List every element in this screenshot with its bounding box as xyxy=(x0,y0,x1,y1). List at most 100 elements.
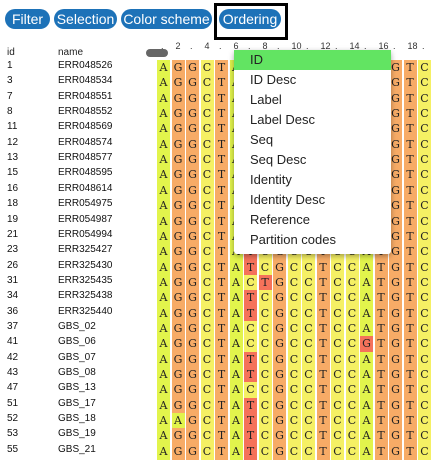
row-name[interactable]: GBS_17 xyxy=(58,397,96,409)
sequence-cell: T xyxy=(215,290,228,307)
sequence-cell: G xyxy=(171,305,185,322)
sequence-cell: C xyxy=(418,228,431,245)
sequence-cell: T xyxy=(374,397,388,414)
sequence-cell: C xyxy=(418,320,431,337)
sequence-cell: A xyxy=(360,367,373,383)
row-name[interactable]: ERR054994 xyxy=(58,228,113,240)
sequence-cell: G xyxy=(389,213,402,230)
row-name[interactable]: GBS_19 xyxy=(58,428,96,440)
sequence-cell: C xyxy=(418,305,431,322)
row-name[interactable]: GBS_08 xyxy=(58,367,96,378)
row-name[interactable]: ERR048534 xyxy=(58,75,113,87)
sequence-cell: G xyxy=(171,152,185,169)
sequence-cell: G xyxy=(389,121,402,138)
sequence-cell: A xyxy=(157,274,170,291)
ordering-option[interactable]: ID xyxy=(234,50,391,70)
sequence-cell: A xyxy=(229,443,243,460)
selection-button[interactable]: Selection xyxy=(54,9,117,29)
sequence-cell: G xyxy=(273,290,286,307)
row-name[interactable]: GBS_21 xyxy=(58,443,96,455)
ruler-tick: . xyxy=(161,41,164,51)
sequence-cell: C xyxy=(302,443,315,460)
row-name[interactable]: ERR054975 xyxy=(58,198,113,210)
sequence-cell: G xyxy=(171,167,185,184)
sequence-cell: T xyxy=(215,336,228,353)
ordering-option[interactable]: ID Desc xyxy=(250,72,297,87)
sequence-cell: T xyxy=(403,397,417,414)
row-name[interactable]: ERR048614 xyxy=(58,182,113,194)
sequence-cell: T xyxy=(244,290,257,307)
ordering-option[interactable]: Identity Desc xyxy=(250,192,326,207)
row-name[interactable]: ERR325427 xyxy=(58,244,113,256)
row-name[interactable]: GBS_06 xyxy=(58,336,96,348)
row-name[interactable]: GBS_02 xyxy=(58,320,96,332)
ordering-option[interactable]: Identity xyxy=(250,172,292,187)
row-name[interactable]: ERR048595 xyxy=(58,167,113,179)
ordering-option[interactable]: Seq xyxy=(250,132,274,147)
row-name[interactable]: ERR048526 xyxy=(58,60,113,71)
row-name[interactable]: ERR325435 xyxy=(58,274,113,286)
ordering-option[interactable]: Label xyxy=(250,92,282,107)
row-name[interactable]: ERR048569 xyxy=(58,121,113,133)
ordering-option[interactable]: Label Desc xyxy=(250,112,316,127)
ordering-button[interactable]: Ordering xyxy=(219,9,281,29)
sequence-cell: T xyxy=(403,121,417,138)
sequence-cell: T xyxy=(374,259,388,276)
sequence-cell: A xyxy=(229,320,243,337)
ordering-option[interactable]: Reference xyxy=(250,212,310,227)
horizontal-scroll-handle[interactable] xyxy=(146,49,168,57)
ruler-tick: . xyxy=(306,41,309,51)
sequence-cell: C xyxy=(331,382,344,399)
sequence-cell: T xyxy=(215,136,228,153)
sequence-cell: T xyxy=(403,136,417,153)
column-header-name[interactable]: name xyxy=(58,47,84,58)
sequence-cell: G xyxy=(389,367,402,383)
row-name[interactable]: ERR048551 xyxy=(58,90,113,102)
sequence-cell: T xyxy=(403,351,417,368)
sequence-cell: A xyxy=(360,351,373,368)
sequence-cell: A xyxy=(157,290,170,307)
sequence-cell: T xyxy=(215,351,228,368)
row-name[interactable]: ERR048552 xyxy=(58,106,113,118)
row-name[interactable]: ERR325430 xyxy=(58,259,113,271)
sequence-cell: C xyxy=(302,274,315,291)
column-header-id[interactable]: id xyxy=(7,47,15,58)
sequence-cell: C xyxy=(302,351,315,368)
sequence-cell: A xyxy=(360,443,373,460)
sequence-cell: G xyxy=(389,320,402,337)
ruler-tick: . xyxy=(277,41,280,51)
row-name[interactable]: ERR054987 xyxy=(58,213,113,225)
toolbar: Filter Selection Color scheme Ordering xyxy=(0,0,440,40)
sequence-cell: G xyxy=(273,274,286,291)
row-name[interactable]: GBS_13 xyxy=(58,382,96,394)
sequence-cell: C xyxy=(418,443,431,460)
sequence-cell: G xyxy=(186,244,199,261)
ordering-option[interactable]: Seq Desc xyxy=(250,152,307,167)
sequence-cell: A xyxy=(229,351,243,368)
sequence-cell: G xyxy=(186,136,199,153)
row-id: 13 xyxy=(7,152,19,164)
sequence-cell: C xyxy=(287,290,301,307)
row-id: 18 xyxy=(7,198,19,210)
ruler-tick: 12 xyxy=(320,41,331,51)
sequence-cell: T xyxy=(403,60,417,76)
row-name[interactable]: ERR325438 xyxy=(58,290,113,302)
sequence-cell: T xyxy=(215,382,228,399)
color-scheme-button[interactable]: Color scheme xyxy=(121,9,212,29)
filter-button[interactable]: Filter xyxy=(5,9,50,29)
sequence-cell: C xyxy=(302,290,315,307)
row-name[interactable]: ERR325440 xyxy=(58,305,113,317)
row-name[interactable]: ERR048574 xyxy=(58,136,113,148)
sequence-cell: G xyxy=(273,397,286,414)
sequence-cell: T xyxy=(215,198,228,215)
sequence-cell: G xyxy=(389,397,402,414)
sequence-cell: G xyxy=(389,382,402,399)
row-name[interactable]: GBS_07 xyxy=(58,351,96,363)
ordering-option[interactable]: Partition codes xyxy=(250,232,336,247)
row-name[interactable]: GBS_18 xyxy=(58,413,96,425)
sequence-cell: A xyxy=(157,121,170,138)
row-name[interactable]: ERR048577 xyxy=(58,152,113,164)
sequence-cell: C xyxy=(258,443,272,460)
sequence-cell: T xyxy=(215,121,228,138)
sequence-cell: G xyxy=(186,228,199,245)
